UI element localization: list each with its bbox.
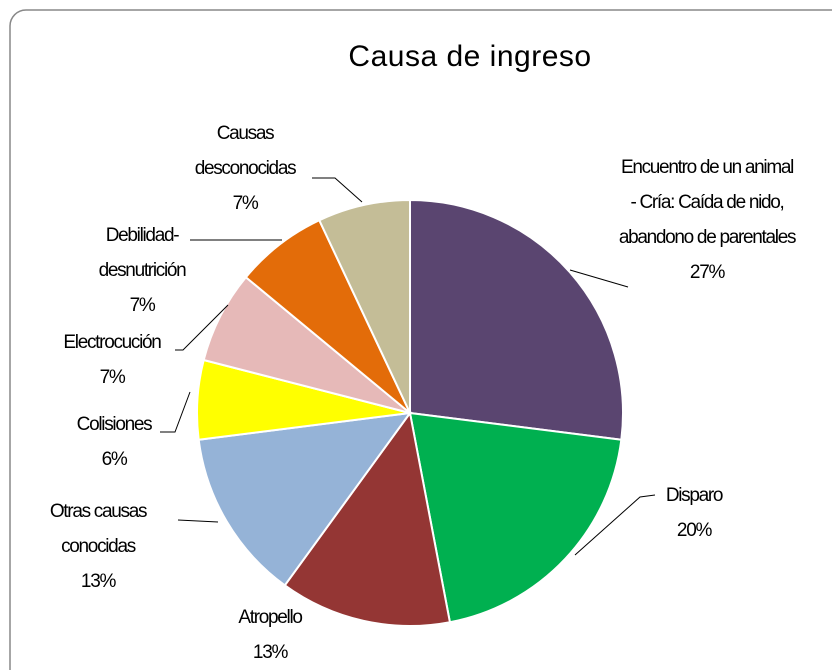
leader-line <box>177 519 219 523</box>
value-label: 7% <box>129 295 156 316</box>
leader-line <box>175 304 229 351</box>
category-label: Colisiones <box>76 414 153 435</box>
leader-line <box>574 494 656 556</box>
pie-slice <box>283 410 452 627</box>
slice-label: Disparo 20% <box>644 478 744 548</box>
value-label: 7% <box>232 193 259 214</box>
pie-slice <box>317 198 411 414</box>
category-label: Atropello <box>238 607 303 628</box>
leader-line <box>160 391 191 433</box>
value-label: 7% <box>99 367 126 388</box>
pie-slice <box>197 411 413 587</box>
chart-title: Causa de ingreso <box>348 40 592 73</box>
slice-label: Otras causas conocidas 13% <box>13 494 183 599</box>
slice-label: Encuentro de un animal - Cría: Caída de … <box>617 150 797 290</box>
value-label: 20% <box>676 520 712 541</box>
category-label: Otras causas conocidas <box>49 501 148 557</box>
category-label: Electrocución <box>63 332 161 353</box>
value-label: 13% <box>252 642 288 663</box>
value-label: 6% <box>101 449 128 470</box>
leader-line <box>312 177 363 203</box>
slice-label: Debilidad-desnutrición 7% <box>67 218 217 323</box>
pie-slice <box>408 411 623 624</box>
slice-label: Colisiones 6% <box>54 407 174 477</box>
category-label: Disparo <box>665 485 724 506</box>
value-label: 27% <box>689 262 725 283</box>
slice-label: Causas desconocidas 7% <box>170 116 320 221</box>
category-label: Causas desconocidas <box>194 123 297 179</box>
leader-line <box>569 269 629 288</box>
category-label: Debilidad-desnutrición <box>98 225 187 281</box>
slice-label: Atropello 13% <box>210 600 330 670</box>
slice-label: Electrocución 7% <box>42 325 182 395</box>
category-label: Encuentro de un animal - Cría: Caída de … <box>618 157 797 248</box>
pie-slice <box>409 198 624 441</box>
value-label: 13% <box>80 571 116 592</box>
leader-lines <box>160 177 656 556</box>
pie <box>196 198 624 627</box>
